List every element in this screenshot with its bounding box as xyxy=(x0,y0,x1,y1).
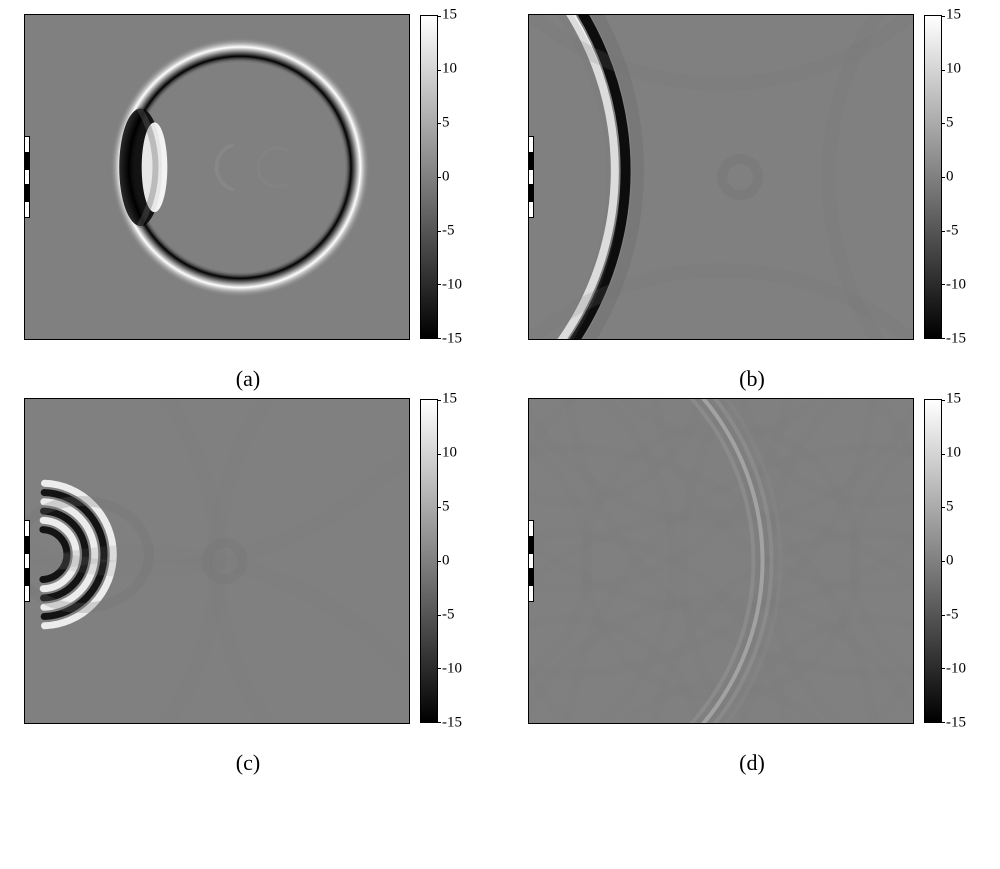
colorbar-tick-label: 15 xyxy=(946,7,961,24)
colorbar-tick-label: -5 xyxy=(946,607,959,624)
scale-marker xyxy=(24,137,29,217)
panel-cell-d: 151050-5-10-15(d) xyxy=(512,398,992,776)
wavefield-panel-b xyxy=(528,14,914,340)
wavefield-panel-c xyxy=(24,398,410,724)
colorbar: 151050-5-10-15 xyxy=(924,15,976,339)
colorbar-tick-label: 10 xyxy=(946,445,961,462)
colorbar-tick-label: -10 xyxy=(442,277,462,294)
panel-cell-a: 151050-5-10-15(a) xyxy=(8,14,488,392)
colorbar-tick-label: 10 xyxy=(946,61,961,78)
colorbar: 151050-5-10-15 xyxy=(420,15,472,339)
panel-with-colorbar: 151050-5-10-15 xyxy=(528,14,976,340)
wavefield-panel-d xyxy=(528,398,914,724)
panel-caption-a: (a) xyxy=(236,366,260,392)
colorbar-tick-label: 5 xyxy=(946,115,954,132)
colorbar-tick-label: 15 xyxy=(442,391,457,408)
panel-caption-c: (c) xyxy=(236,750,260,776)
colorbar-tick-label: -5 xyxy=(442,607,455,624)
colorbar-ticks: 151050-5-10-15 xyxy=(946,15,976,339)
colorbar-gradient xyxy=(420,15,438,339)
panel-with-colorbar: 151050-5-10-15 xyxy=(24,398,472,724)
colorbar-gradient xyxy=(924,399,942,723)
colorbar-gradient xyxy=(924,15,942,339)
colorbar-tick-label: 0 xyxy=(442,169,450,186)
panels-container: 151050-5-10-15(a)151050-5-10-15(b)151050… xyxy=(8,14,992,776)
panel-cell-b: 151050-5-10-15(b) xyxy=(512,14,992,392)
colorbar-tick-label: 0 xyxy=(442,553,450,570)
colorbar-tick-label: 10 xyxy=(442,61,457,78)
colorbar-tick-label: 15 xyxy=(442,7,457,24)
wavefield-panel-a xyxy=(24,14,410,340)
colorbar-gradient xyxy=(420,399,438,723)
panel-cell-c: 151050-5-10-15(c) xyxy=(8,398,488,776)
scale-marker xyxy=(528,137,533,217)
panel-caption-d: (d) xyxy=(739,750,765,776)
panel-row: 151050-5-10-15(a)151050-5-10-15(b) xyxy=(8,14,992,392)
colorbar-tick-label: -15 xyxy=(442,715,462,732)
colorbar-tick-label: 10 xyxy=(442,445,457,462)
panel-with-colorbar: 151050-5-10-15 xyxy=(24,14,472,340)
colorbar-tick-label: 5 xyxy=(442,115,450,132)
colorbar-tick-label: -5 xyxy=(442,223,455,240)
colorbar-tick-label: 0 xyxy=(946,169,954,186)
colorbar: 151050-5-10-15 xyxy=(420,399,472,723)
colorbar-tick-label: -15 xyxy=(946,331,966,348)
colorbar-tick-label: -10 xyxy=(946,277,966,294)
colorbar-ticks: 151050-5-10-15 xyxy=(946,399,976,723)
colorbar-tick-label: 15 xyxy=(946,391,961,408)
panel-row: 151050-5-10-15(c)151050-5-10-15(d) xyxy=(8,398,992,776)
colorbar-ticks: 151050-5-10-15 xyxy=(442,399,472,723)
panel-caption-b: (b) xyxy=(739,366,765,392)
colorbar-tick-label: 5 xyxy=(442,499,450,516)
colorbar-tick-label: -5 xyxy=(946,223,959,240)
panel-with-colorbar: 151050-5-10-15 xyxy=(528,398,976,724)
figure-grid: 15 10 5 0 -5 -10 -15 (a) 15 10 5 0 -5 -10 -15 (b) 15 10 5 0… xyxy=(0,0,1000,869)
colorbar-tick-label: 0 xyxy=(946,553,954,570)
colorbar-ticks: 151050-5-10-15 xyxy=(442,15,472,339)
scale-marker xyxy=(528,521,533,601)
colorbar: 151050-5-10-15 xyxy=(924,399,976,723)
colorbar-tick-label: -10 xyxy=(442,661,462,678)
colorbar-tick-label: -15 xyxy=(442,331,462,348)
colorbar-tick-label: -10 xyxy=(946,661,966,678)
colorbar-tick-label: 5 xyxy=(946,499,954,516)
colorbar-tick-label: -15 xyxy=(946,715,966,732)
scale-marker xyxy=(24,521,29,601)
